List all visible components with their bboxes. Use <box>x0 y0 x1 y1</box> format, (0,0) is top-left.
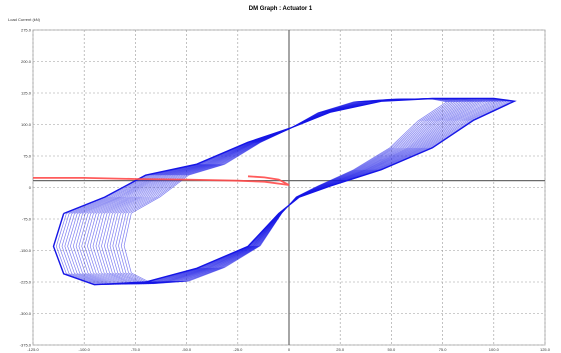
x-tick-label: 75.0 <box>439 347 448 352</box>
y-tick-label: 0 <box>29 185 32 190</box>
x-tick-label: 125.0 <box>540 347 551 352</box>
y-tick-label: 100.0 <box>21 122 32 127</box>
x-tick-label: -50.0 <box>182 347 192 352</box>
y-tick-label: -375.0 <box>20 343 32 348</box>
x-tick-label: -100.0 <box>79 347 91 352</box>
y-tick-label: -150.0 <box>20 248 32 253</box>
series-blue-line <box>118 98 454 285</box>
y-axis-label: Load Current (kN) <box>8 17 41 22</box>
series-blue-line <box>72 98 497 285</box>
y-tick-label: -75.0 <box>22 217 32 222</box>
y-tick-label: -225.0 <box>20 280 32 285</box>
y-tick-label: 200.0 <box>21 59 32 64</box>
series-blue-line <box>70 98 500 285</box>
series-red-line <box>33 175 290 186</box>
series-blue-line <box>75 98 494 285</box>
chart-title: DM Graph : Actuator 1 <box>248 6 313 12</box>
series-blue-line <box>67 98 502 285</box>
y-tick-label: 275.0 <box>21 28 32 33</box>
series-blue-outline <box>52 97 517 286</box>
x-tick-label: 100.0 <box>489 347 500 352</box>
x-tick-label: -125.0 <box>27 347 39 352</box>
x-tick-label: -75.0 <box>131 347 141 352</box>
y-tick-label: 75.0 <box>23 154 32 159</box>
x-tick-label: -25.0 <box>233 347 243 352</box>
y-tick-label: 125.0 <box>21 91 32 96</box>
x-tick-label: 0 <box>288 347 291 352</box>
x-tick-label: 50.0 <box>388 347 397 352</box>
series-blue-line <box>120 98 451 285</box>
x-tick-label: 25.0 <box>336 347 345 352</box>
series-blue-line <box>123 98 448 285</box>
y-tick-label: -300.0 <box>20 311 32 316</box>
